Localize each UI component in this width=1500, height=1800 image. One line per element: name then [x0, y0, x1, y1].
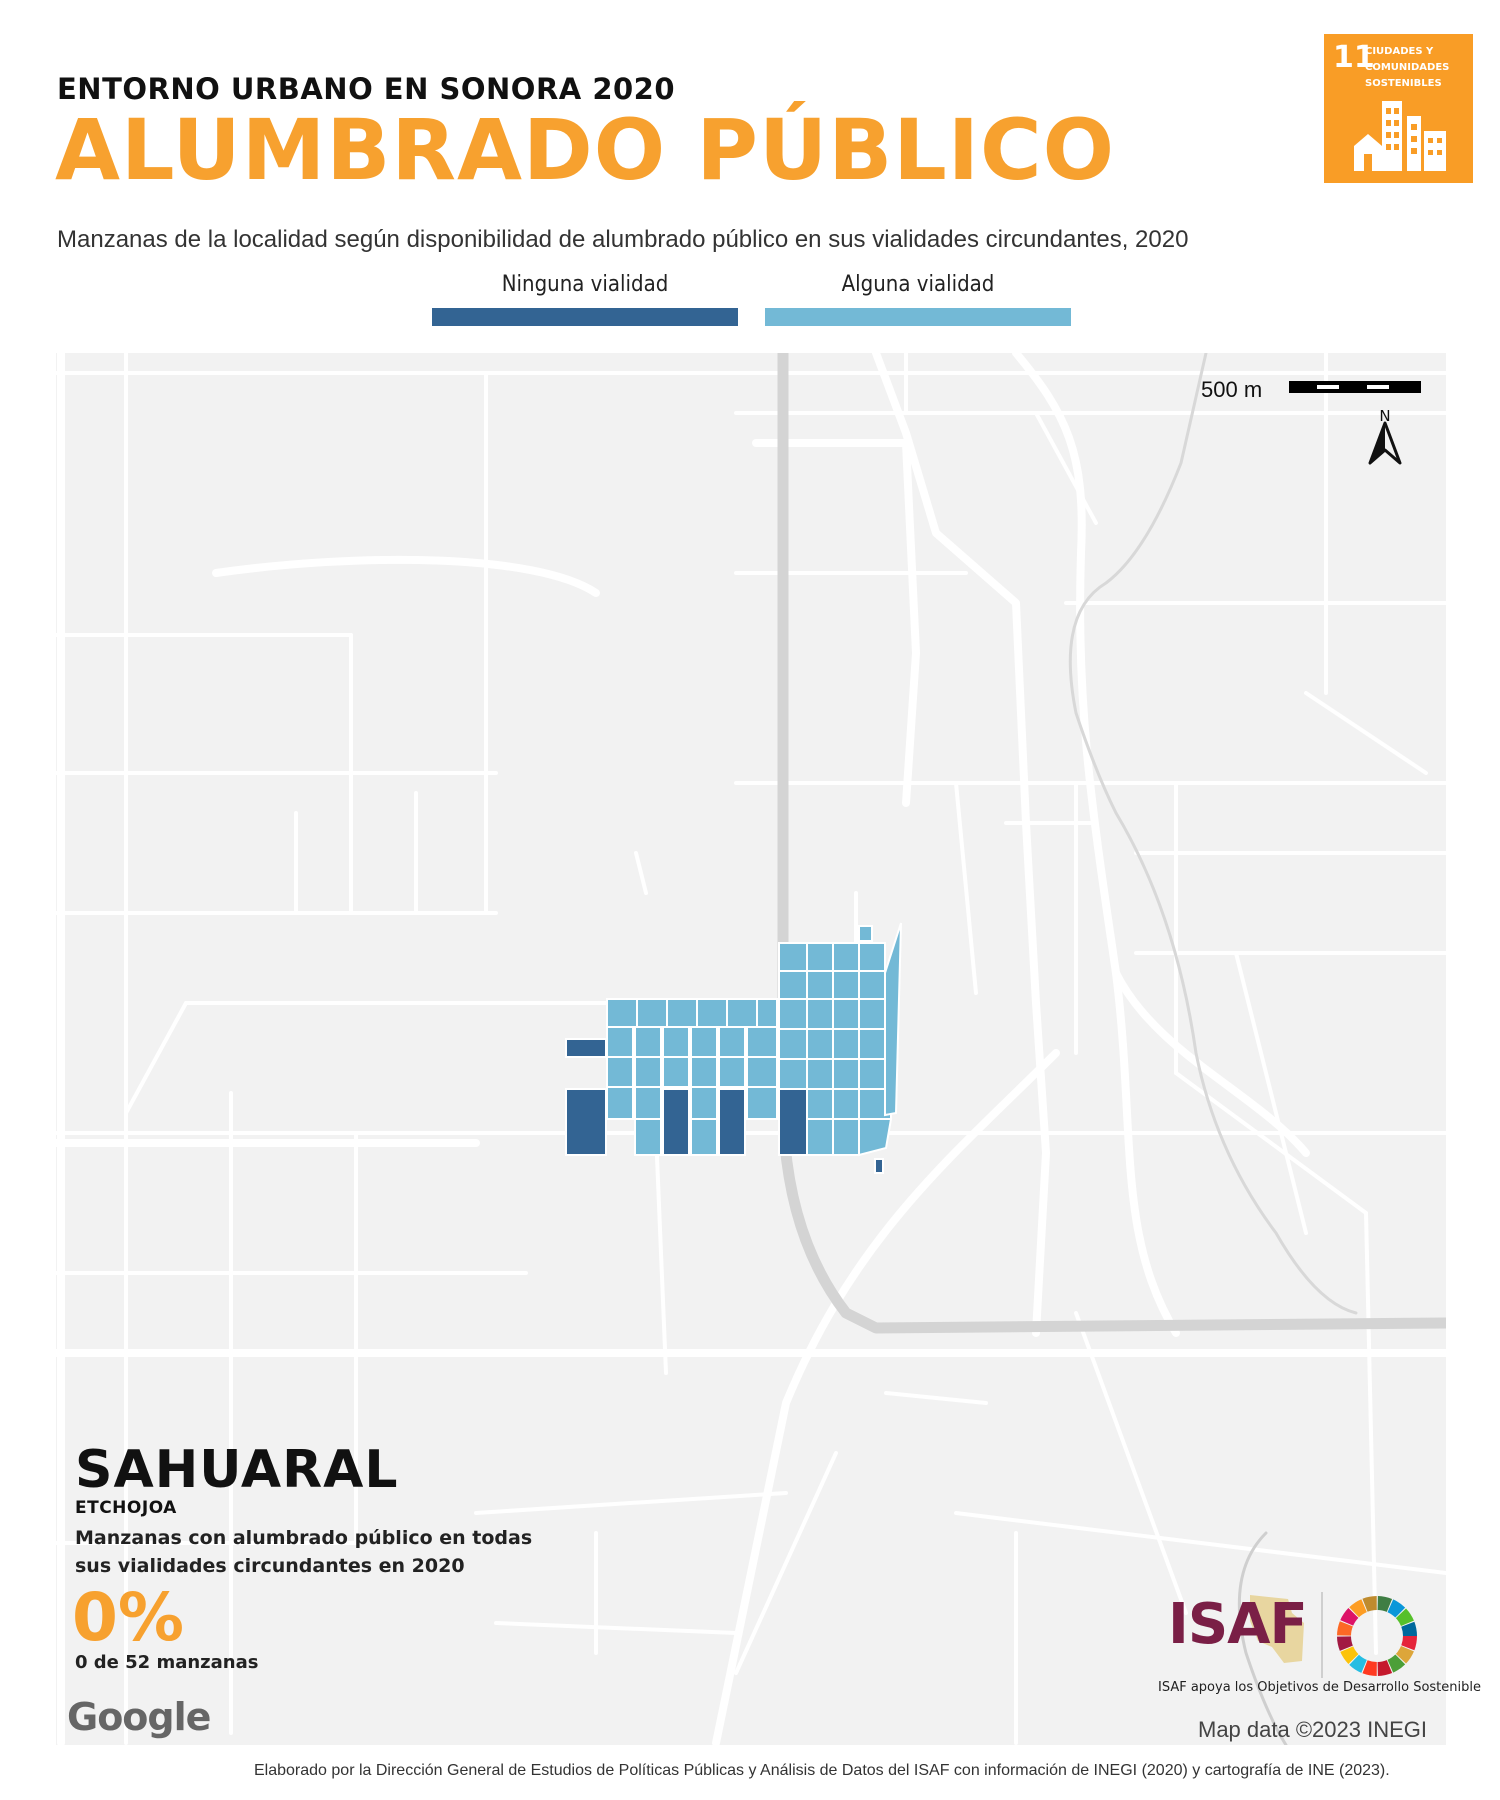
legend-label-alguna: Alguna vialidad	[841, 272, 995, 297]
locality-name: SAHUARAL	[75, 1440, 399, 1500]
sdg-label: CIUDADES Y COMUNIDADES SOSTENIBLES	[1365, 46, 1450, 89]
isaf-logo: ISAF	[1168, 1592, 1308, 1657]
isaf-tagline: ISAF apoya los Objetivos de Desarrollo S…	[1158, 1680, 1481, 1695]
north-label: N	[1379, 408, 1390, 425]
page-title: ALUMBRADO PÚBLICO	[55, 101, 1116, 199]
metric-count: 0 de 52 manzanas	[75, 1652, 259, 1673]
sdg-number: 11	[1333, 40, 1375, 75]
scale-bar	[1289, 381, 1421, 393]
municipality-name: ETCHOJOA	[75, 1498, 177, 1518]
sdg-11-badge: 11 CIUDADES Y COMUNIDADES SOSTENIBLES	[1324, 34, 1473, 183]
page-subtitle: Manzanas de la localidad según disponibi…	[57, 226, 1189, 253]
legend-swatch-ninguna	[432, 308, 738, 326]
map-attribution[interactable]: Map data ©2023 INEGI	[1198, 1717, 1428, 1742]
footer-credit: Elaborado por la Dirección General de Es…	[254, 1762, 1390, 1779]
blocks-layer	[565, 922, 902, 1174]
north-arrow-icon: N	[1368, 408, 1402, 465]
google-logo: Google	[67, 1695, 211, 1739]
legend-label-ninguna: Ninguna vialidad	[501, 272, 669, 297]
kicker-title: ENTORNO URBANO EN SONORA 2020	[57, 72, 676, 106]
logo-divider	[1321, 1592, 1323, 1678]
map-canvas[interactable]: N	[56, 353, 1446, 1745]
scale-label: 500 m	[1201, 377, 1263, 402]
metric-percent: 0%	[72, 1579, 185, 1656]
city-icon	[1354, 101, 1446, 171]
metric-description: Manzanas con alumbrado público en todas …	[75, 1527, 533, 1577]
sonora-silhouette-icon	[1250, 1595, 1304, 1663]
sdg-wheel-icon	[1337, 1596, 1417, 1676]
basemap	[56, 353, 1446, 1745]
legend-swatch-alguna	[765, 308, 1071, 326]
